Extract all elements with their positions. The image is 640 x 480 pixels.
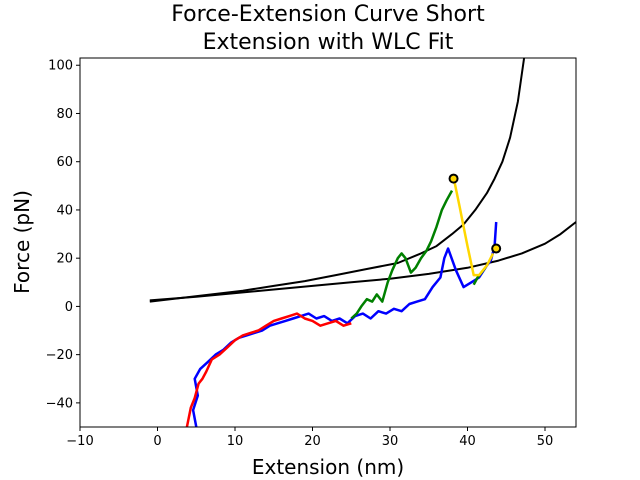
y-tick-label: −20 [46,348,73,363]
plot-frame [79,57,577,428]
y-tick-label: 100 [48,59,73,74]
x-tick-label: 40 [459,434,476,449]
y-tick-label: −40 [46,396,73,411]
series-line-1 [185,312,352,427]
wlc-fit-line-1 [149,221,576,302]
y-tick-label: 80 [56,107,73,122]
y-tick-label: 20 [56,252,73,267]
y-tick-label: 40 [56,203,73,218]
x-tick-label: −10 [66,434,93,449]
chart-title-line1: Force-Extension Curve Short [171,2,485,27]
x-tick-label: 50 [537,434,554,449]
axis-ticks: −10 0 10 20 30 40 50 −40 −20 0 20 40 60 80 100 [46,59,554,449]
y-axis-label: Force (pN) [10,190,34,294]
chart-title-line2: Extension with WLC Fit [203,30,454,55]
y-tick-label: 0 [65,300,73,315]
x-tick-label: 30 [382,434,399,449]
x-tick-label: 20 [304,434,321,449]
rupture-marker-0 [448,173,459,184]
series-line-4 [453,180,495,277]
y-tick-label: 60 [56,155,73,170]
rupture-marker-1 [491,243,502,254]
series-line-2 [350,189,454,320]
plot-layer [149,58,576,427]
x-tick-label: 10 [227,434,244,449]
wlc-fit-line-0 [149,58,526,303]
x-tick-label: 0 [153,434,161,449]
x-axis-label: Extension (nm) [252,455,404,479]
